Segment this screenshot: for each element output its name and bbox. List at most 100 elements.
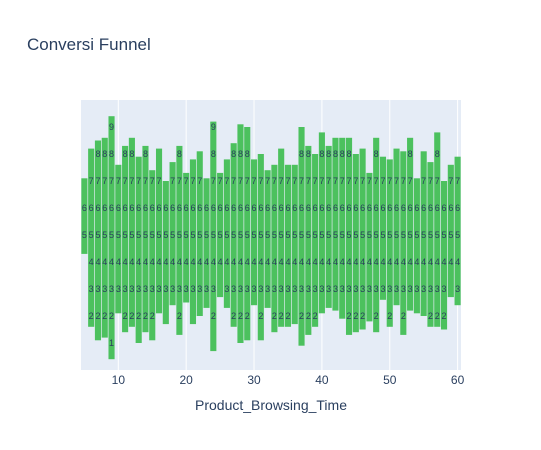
bar-segment-label: 4 xyxy=(150,257,155,267)
bar-38 xyxy=(305,145,312,335)
bar-segment-label: 8 xyxy=(299,149,304,159)
bar-45 xyxy=(352,154,359,333)
bar-segment-label: 6 xyxy=(380,203,385,213)
bar-segment-label: 3 xyxy=(231,284,236,294)
bar-group-26: 3 4 5 6 7 xyxy=(223,159,230,308)
bar-group-38: 2 3 4 5 6 7 8 xyxy=(305,145,312,335)
bar-group-36: 3 4 5 6 7 xyxy=(291,164,298,325)
bar-segment-label: 7 xyxy=(455,176,460,186)
bar-group-14: 2 3 4 5 6 7 8 xyxy=(142,145,149,333)
bar-32 xyxy=(264,170,271,308)
bar-segment-label: 4 xyxy=(299,257,304,267)
bar-segment-label: 5 xyxy=(82,230,87,240)
bar-segment-label: 3 xyxy=(89,284,94,294)
bar-segment-label: 7 xyxy=(387,176,392,186)
bar-segment-label: 2 xyxy=(136,311,141,321)
bar-segment-label: 6 xyxy=(299,203,304,213)
bar-segment-label: 7 xyxy=(89,176,94,186)
bar-segment-label: 2 xyxy=(89,311,94,321)
bar-41 xyxy=(325,145,332,308)
bar-segment-label: 4 xyxy=(109,257,114,267)
bar-segment-label: 3 xyxy=(252,284,257,294)
bar-group-46: 2 3 4 5 6 7 xyxy=(359,148,366,330)
bar-segment-label: 3 xyxy=(387,284,392,294)
bar-segment-label: 5 xyxy=(143,230,148,240)
bar-group-51: 3 4 5 6 7 xyxy=(393,148,400,306)
bar-37 xyxy=(298,127,305,346)
bar-segment-label: 2 xyxy=(374,311,379,321)
bar-group-40: 3 4 5 6 7 8 xyxy=(318,132,325,314)
bar-segment-label: 3 xyxy=(367,284,372,294)
bar-segment-label: 6 xyxy=(421,203,426,213)
bar-segment-label: 6 xyxy=(177,203,182,213)
bar-segment-label: 8 xyxy=(231,149,236,159)
bar-16 xyxy=(155,148,163,314)
bar-40 xyxy=(318,132,325,314)
bar-43 xyxy=(339,137,346,319)
bar-segment-label: 5 xyxy=(292,230,297,240)
bar-segment-label: 2 xyxy=(129,311,134,321)
bar-segment-label: 2 xyxy=(313,311,318,321)
bar-group-39: 2 3 4 5 6 7 xyxy=(312,154,319,327)
bar-segment-label: 3 xyxy=(204,284,209,294)
bar-segment-label: 7 xyxy=(299,176,304,186)
bar-segment-label: 4 xyxy=(319,257,324,267)
bar-segment-label: 2 xyxy=(279,311,284,321)
bar-segment-label: 6 xyxy=(326,203,331,213)
bar-segment-label: 2 xyxy=(387,311,392,321)
bar-segment-label: 2 xyxy=(150,311,155,321)
bar-segment-label: 7 xyxy=(340,176,345,186)
bar-42 xyxy=(332,137,339,311)
bar-segment-label: 7 xyxy=(143,176,148,186)
bar-segment-label: 6 xyxy=(170,203,175,213)
bar-group-17: 3 4 5 6 xyxy=(162,181,169,325)
bar-group-23: 3 4 5 6 xyxy=(203,178,210,308)
bar-segment-label: 2 xyxy=(442,311,447,321)
bar-segment-label: 5 xyxy=(163,230,168,240)
bar-segment-label: 5 xyxy=(89,230,94,240)
bar-group-31: 2 3 4 5 6 7 xyxy=(257,154,264,341)
bar-segment-label: 4 xyxy=(197,257,202,267)
bar-segment-label: 4 xyxy=(211,257,216,267)
bar-segment-label: 8 xyxy=(319,149,324,159)
x-tick-label-20: 20 xyxy=(179,373,193,387)
bar-group-29: 2 3 4 5 6 7 8 xyxy=(244,127,251,341)
bar-segment-label: 6 xyxy=(387,203,392,213)
bar-segment-label: 7 xyxy=(435,176,440,186)
bar-segment-label: 3 xyxy=(177,284,182,294)
bar-group-22: 3 4 5 6 7 xyxy=(196,151,203,316)
bar-segment-label: 7 xyxy=(170,176,175,186)
bar-segment-label: 7 xyxy=(197,176,202,186)
bar-segment-label: 3 xyxy=(265,284,270,294)
bar-segment-label: 4 xyxy=(89,257,94,267)
bar-segment-label: 6 xyxy=(204,203,209,213)
bar-15 xyxy=(149,170,156,341)
bar-segment-label: 6 xyxy=(367,203,372,213)
bar-group-59: 4 5 6 7 xyxy=(447,164,454,298)
chart-title: Conversi Funnel xyxy=(27,35,151,54)
bar-segment-label: 3 xyxy=(313,284,318,294)
bar-group-43: 3 4 5 6 7 8 xyxy=(339,137,346,319)
bar-segment-label: 7 xyxy=(272,176,277,186)
bar-57 xyxy=(434,132,441,327)
bar-segment-label: 6 xyxy=(258,203,263,213)
bar-segment-label: 2 xyxy=(353,311,358,321)
bar-segment-label: 6 xyxy=(116,203,121,213)
bar-6 xyxy=(88,148,95,327)
bar-segment-label: 7 xyxy=(177,176,182,186)
bar-14 xyxy=(142,145,149,333)
bar-segment-label: 1 xyxy=(109,338,114,348)
bar-segment-label: 7 xyxy=(367,176,372,186)
bar-group-19: 2 3 4 5 6 7 8 xyxy=(176,145,183,335)
bar-segment-label: 2 xyxy=(238,311,243,321)
bar-segment-label: 6 xyxy=(238,203,243,213)
bar-group-28: 2 3 4 5 6 7 8 xyxy=(237,124,244,343)
bar-segment-label: 3 xyxy=(408,284,413,294)
bar-segment-label: 4 xyxy=(184,257,189,267)
bar-44 xyxy=(345,137,353,335)
bar-segment-label: 3 xyxy=(163,284,168,294)
bar-segment-label: 6 xyxy=(414,203,419,213)
bar-segment-label: 6 xyxy=(292,203,297,213)
bar-segment-label: 8 xyxy=(333,149,338,159)
bar-group-37: 2 3 4 5 6 7 8 xyxy=(298,127,305,346)
